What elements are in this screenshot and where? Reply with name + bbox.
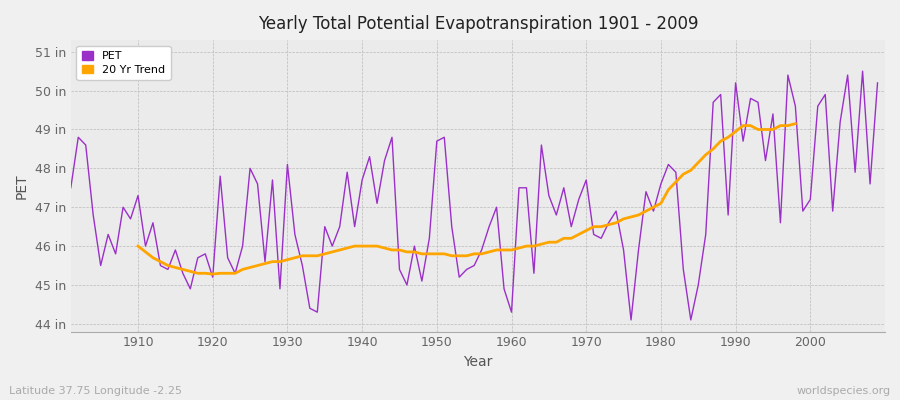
PET xyxy=(334,224,345,229)
20 Yr Trend xyxy=(394,248,405,252)
Text: Latitude 37.75 Longitude -2.25: Latitude 37.75 Longitude -2.25 xyxy=(9,386,182,396)
PET xyxy=(66,185,77,190)
PET xyxy=(499,286,509,291)
20 Yr Trend xyxy=(207,272,218,276)
PET xyxy=(125,216,136,221)
20 Yr Trend xyxy=(723,135,734,140)
20 Yr Trend xyxy=(222,271,233,276)
PET xyxy=(626,318,636,322)
X-axis label: Year: Year xyxy=(464,355,492,369)
20 Yr Trend xyxy=(274,259,285,264)
PET xyxy=(872,80,883,85)
Text: worldspecies.org: worldspecies.org xyxy=(796,386,891,396)
20 Yr Trend xyxy=(132,244,143,248)
PET xyxy=(506,310,517,314)
Title: Yearly Total Potential Evapotranspiration 1901 - 2009: Yearly Total Potential Evapotranspiratio… xyxy=(257,15,698,33)
PET xyxy=(596,236,607,241)
Line: 20 Yr Trend: 20 Yr Trend xyxy=(138,124,796,274)
20 Yr Trend xyxy=(200,271,211,276)
Y-axis label: PET: PET xyxy=(15,173,29,199)
Line: PET: PET xyxy=(71,71,878,320)
PET xyxy=(857,69,868,74)
PET xyxy=(290,232,301,237)
20 Yr Trend xyxy=(476,252,487,256)
20 Yr Trend xyxy=(790,121,801,126)
Legend: PET, 20 Yr Trend: PET, 20 Yr Trend xyxy=(76,46,171,80)
